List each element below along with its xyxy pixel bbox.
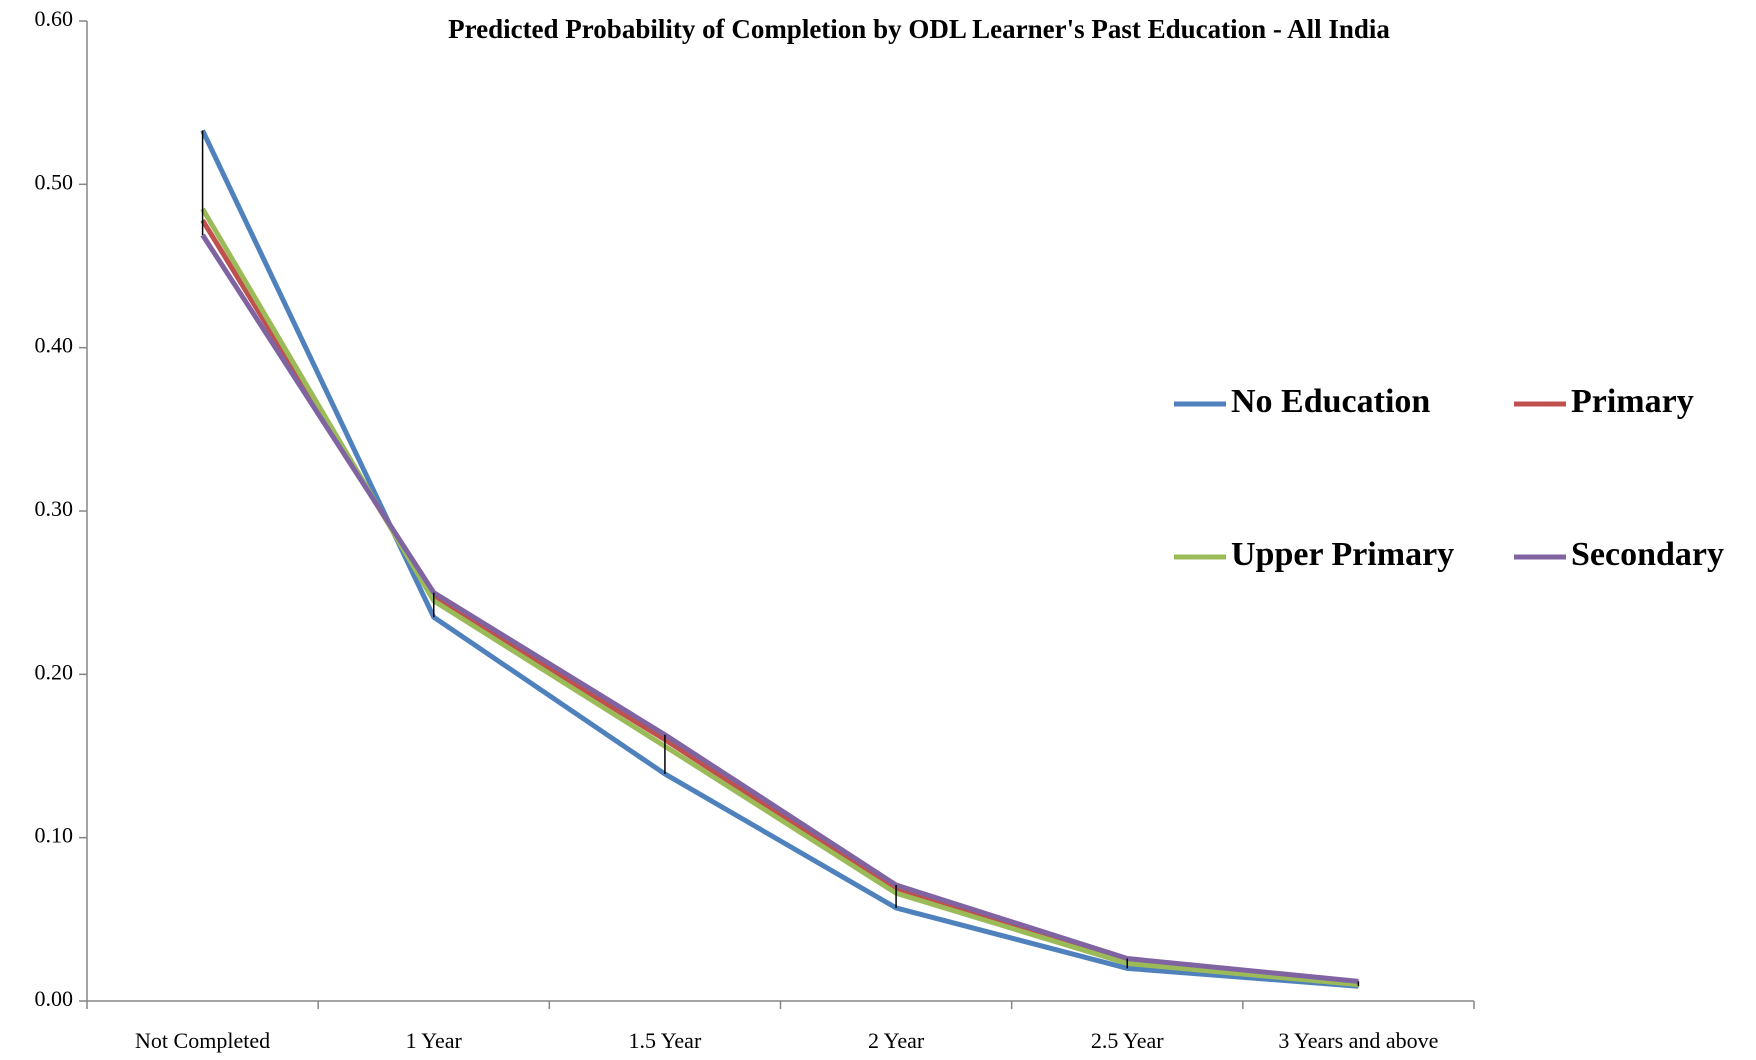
y-tick-label: 0.00 (35, 986, 74, 1011)
x-tick-label: 2.5 Year (1091, 1028, 1164, 1053)
legend-label: No Education (1231, 383, 1430, 420)
y-tick-label: 0.40 (35, 333, 74, 358)
legend-label: Primary (1571, 383, 1694, 420)
x-tick-label: Not Completed (135, 1028, 270, 1053)
y-tick-label: 0.30 (35, 496, 74, 521)
x-tick-label: 1.5 Year (629, 1028, 702, 1053)
y-tick-label: 0.50 (35, 169, 74, 194)
legend-label: Upper Primary (1231, 536, 1454, 573)
series-line (200, 233, 1359, 984)
chart-title: Predicted Probability of Completion by O… (448, 14, 1390, 44)
x-tick-label: 1 Year (406, 1028, 463, 1053)
y-tick-label: 0.60 (35, 6, 74, 31)
x-tick-label: 2 Year (868, 1028, 925, 1053)
y-tick-label: 0.10 (35, 823, 74, 848)
series-line (200, 218, 1359, 986)
legend-label: Secondary (1571, 536, 1724, 573)
y-tick-label: 0.20 (35, 659, 74, 684)
series-line (200, 207, 1359, 988)
x-tick-label: 3 Years and above (1278, 1028, 1438, 1053)
